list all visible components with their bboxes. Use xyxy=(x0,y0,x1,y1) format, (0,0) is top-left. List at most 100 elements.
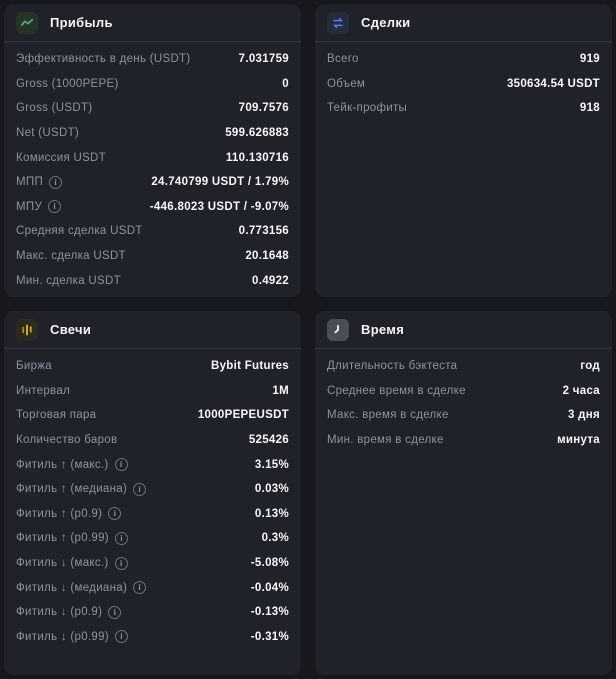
stat-label: Фитиль ↓ (p0.99) xyxy=(16,630,109,643)
stat-row: Комиссия USDT 110.130716 xyxy=(16,145,289,170)
stat-row: Gross (USDT) 709.7576 xyxy=(16,96,289,121)
info-icon[interactable]: i xyxy=(48,200,62,214)
stat-row: Фитиль ↓ (p0.9) i -0.13% xyxy=(16,600,289,625)
info-icon[interactable]: i xyxy=(114,630,128,644)
stat-row: Gross (1000PEPE) 0 xyxy=(16,72,289,97)
stat-label: Количество баров xyxy=(16,434,118,447)
stat-value: год xyxy=(580,360,600,373)
stat-label: Всего xyxy=(327,53,359,66)
stat-label: Биржа xyxy=(16,360,52,373)
stat-row: Фитиль ↓ (p0.99) i -0.31% xyxy=(16,625,289,650)
stat-row: Объем 350634.54 USDT xyxy=(327,72,600,97)
stat-value: 709.7576 xyxy=(238,102,289,115)
stat-row: Торговая пара 1000PEPEUSDT xyxy=(16,403,289,428)
stat-label: Фитиль ↑ (p0.9) xyxy=(16,507,103,520)
stat-value: 0.773156 xyxy=(238,225,289,238)
stat-value: 24.740799 USDT / 1.79% xyxy=(151,176,289,189)
info-icon[interactable]: i xyxy=(114,458,128,472)
stat-row: Тейк-профиты 918 xyxy=(327,96,600,121)
card-trades: Сделки Всего 919 Объем 350634.54 USDT Тейк-п… xyxy=(315,4,612,297)
stat-label: Среднее время в сделке xyxy=(327,384,466,397)
card-candles: Свечи Биржа Bybit Futures Интервал 1M Торгов… xyxy=(4,311,301,675)
info-icon[interactable]: i xyxy=(108,507,122,521)
info-icon[interactable]: i xyxy=(49,175,63,189)
stat-row: Количество баров 525426 xyxy=(16,428,289,453)
stat-row: Эффективность в день (USDT) 7.031759 xyxy=(16,47,289,72)
stat-row: Макс. время в сделке 3 дня xyxy=(327,403,600,428)
stat-row: Средняя сделка USDT 0.773156 xyxy=(16,219,289,244)
stat-row: Net (USDT) 599.626883 xyxy=(16,121,289,146)
stat-label: Фитиль ↑ (медиана) xyxy=(16,483,128,496)
card-time-header: Время xyxy=(315,311,612,349)
stat-value: 918 xyxy=(579,102,600,115)
card-trades-rows: Всего 919 Объем 350634.54 USDT Тейк-профиты 9… xyxy=(315,42,612,121)
stat-label: Объем xyxy=(327,77,366,90)
card-candles-title: Свечи xyxy=(50,322,92,337)
stat-row: МПП i 24.740799 USDT / 1.79% xyxy=(16,170,289,195)
card-profit: Прибыль Эффективность в день (USDT) 7.031… xyxy=(4,4,301,297)
stat-label: МПУ xyxy=(16,200,43,213)
candlestick-icon xyxy=(16,318,38,341)
stat-value: 525426 xyxy=(248,434,289,447)
stat-value: 0.3% xyxy=(261,532,289,545)
card-trades-header: Сделки xyxy=(315,4,612,42)
stat-value: 599.626883 xyxy=(225,127,289,140)
stat-label: Мин. время в сделке xyxy=(327,434,444,447)
stat-label: Интервал xyxy=(16,384,71,397)
stat-label: Макс. время в сделке xyxy=(327,409,449,422)
stat-row: Макс. сделка USDT 20.1648 xyxy=(16,244,289,269)
stat-value: -5.08% xyxy=(250,557,289,570)
card-time-rows: Длительность бэктеста год Среднее время в … xyxy=(315,349,612,452)
stat-value: Bybit Futures xyxy=(210,360,289,373)
stat-label: Торговая пара xyxy=(16,409,97,422)
stat-value: 1000PEPEUSDT xyxy=(197,409,289,422)
stat-row: Фитиль ↑ (макс.) i 3.15% xyxy=(16,452,289,477)
stat-value: 3 дня xyxy=(567,409,600,422)
card-profit-rows: Эффективность в день (USDT) 7.031759 Gross… xyxy=(4,42,301,293)
stat-value: -0.13% xyxy=(250,606,289,619)
stat-value: 919 xyxy=(579,53,600,66)
stat-label: Мин. сделка USDT xyxy=(16,274,121,287)
card-profit-title: Прибыль xyxy=(50,15,113,30)
stat-row: Мин. время в сделке минута xyxy=(327,428,600,453)
chart-line-icon xyxy=(16,11,38,34)
stat-row: Биржа Bybit Futures xyxy=(16,354,289,379)
stat-row: Фитиль ↓ (макс.) i -5.08% xyxy=(16,551,289,576)
stat-row: Фитиль ↓ (медиана) i -0.04% xyxy=(16,575,289,600)
stat-row: Длительность бэктеста год xyxy=(327,354,600,379)
stat-value: 20.1648 xyxy=(245,250,289,263)
stat-value: 0 xyxy=(282,77,289,90)
info-icon[interactable]: i xyxy=(108,605,122,619)
stat-value: 2 часа xyxy=(562,384,600,397)
info-icon[interactable]: i xyxy=(114,556,128,570)
clock-icon xyxy=(327,318,349,341)
stat-label: МПП xyxy=(16,176,44,189)
stat-label: Фитиль ↑ (макс.) xyxy=(16,458,109,471)
stat-row: Фитиль ↑ (p0.9) i 0.13% xyxy=(16,502,289,527)
stat-label: Фитиль ↓ (медиана) xyxy=(16,581,128,594)
stat-label: Средняя сделка USDT xyxy=(16,225,143,238)
stat-row: Фитиль ↑ (p0.99) i 0.3% xyxy=(16,526,289,551)
stat-label: Макс. сделка USDT xyxy=(16,250,126,263)
stat-value: 110.130716 xyxy=(225,151,289,164)
card-candles-header: Свечи xyxy=(4,311,301,349)
stat-label: Фитиль ↓ (p0.9) xyxy=(16,606,103,619)
info-icon[interactable]: i xyxy=(133,581,147,595)
stat-value: -0.31% xyxy=(250,630,289,643)
stat-label: Эффективность в день (USDT) xyxy=(16,53,191,66)
stat-value: 350634.54 USDT xyxy=(506,77,600,90)
stat-row: Фитиль ↑ (медиана) i 0.03% xyxy=(16,477,289,502)
card-profit-header: Прибыль xyxy=(4,4,301,42)
stat-row: Интервал 1M xyxy=(16,379,289,404)
card-candles-rows: Биржа Bybit Futures Интервал 1M Торговая пар… xyxy=(4,349,301,649)
stat-label: Net (USDT) xyxy=(16,127,80,140)
stat-value: 1M xyxy=(272,384,289,397)
stat-value: минута xyxy=(557,434,600,447)
stat-value: 7.031759 xyxy=(238,53,289,66)
stat-label: Gross (USDT) xyxy=(16,102,93,115)
info-icon[interactable]: i xyxy=(133,482,147,496)
stat-row: Мин. сделка USDT 0.4922 xyxy=(16,268,289,293)
info-icon[interactable]: i xyxy=(114,531,128,545)
stat-label: Комиссия USDT xyxy=(16,151,106,164)
